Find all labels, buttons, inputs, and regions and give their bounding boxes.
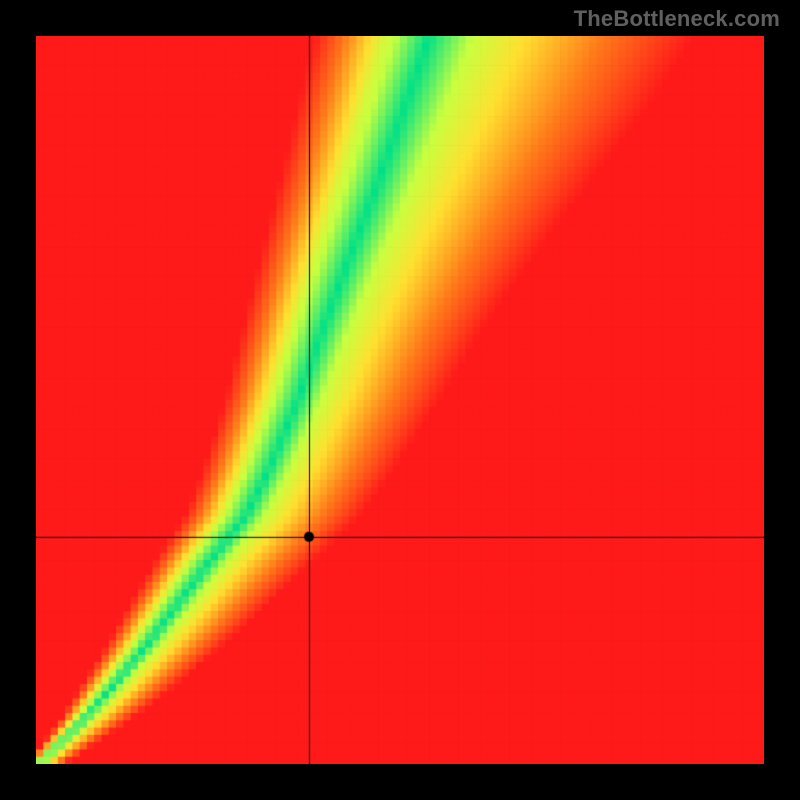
chart-container: TheBottleneck.com — [0, 0, 800, 800]
heatmap-canvas — [36, 36, 764, 764]
watermark-text: TheBottleneck.com — [574, 6, 780, 32]
